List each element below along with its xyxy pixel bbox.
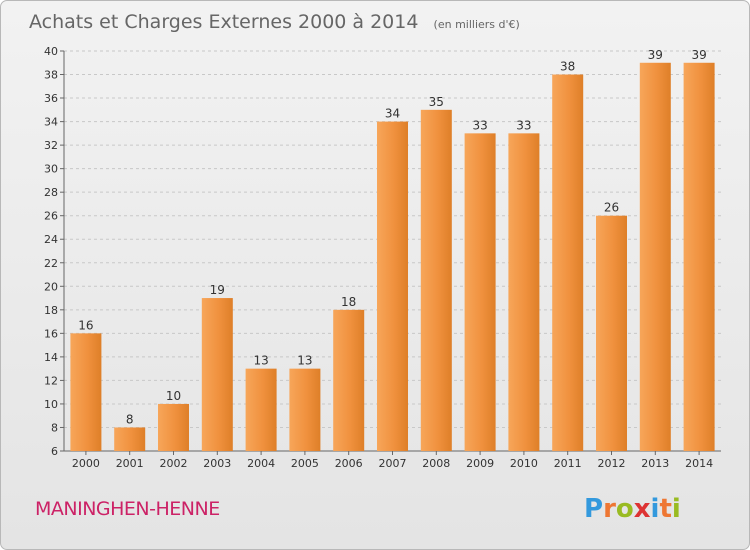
bar-2012	[596, 215, 627, 451]
bar-2002	[158, 403, 189, 451]
x-tick-label-2003: 2003	[203, 457, 231, 470]
value-label-2001: 8	[126, 412, 134, 426]
x-tick-label-2007: 2007	[379, 457, 407, 470]
y-tick-label: 20	[44, 280, 58, 293]
logo-letter: t	[659, 494, 671, 524]
chart-title: Achats et Charges Externes 2000 à 2014 (…	[29, 11, 520, 33]
value-label-2008: 35	[429, 95, 444, 109]
x-tick-label-2009: 2009	[466, 457, 494, 470]
logo-letter: P	[584, 494, 603, 524]
value-label-2011: 38	[560, 60, 575, 74]
proxiti-logo: Proxiti	[584, 494, 681, 524]
value-label-2002: 10	[166, 389, 181, 403]
y-tick-label: 30	[44, 163, 58, 176]
y-tick-label: 10	[44, 398, 58, 411]
y-tick-label: 6	[51, 445, 58, 458]
bar-2010	[508, 133, 540, 451]
y-tick-label: 40	[44, 45, 58, 58]
x-tick-label-2001: 2001	[116, 457, 144, 470]
value-label-2003: 19	[210, 283, 225, 297]
y-tick-label: 24	[44, 233, 58, 246]
logo-letter: o	[616, 494, 634, 524]
bar-2009	[464, 133, 496, 451]
x-tick-label-2008: 2008	[422, 457, 450, 470]
commune-name: MANINGHEN-HENNE	[35, 498, 220, 520]
x-tick-label-2000: 2000	[72, 457, 100, 470]
y-tick-label: 18	[44, 304, 58, 317]
y-tick-label: 34	[44, 116, 58, 129]
value-label-2005: 13	[297, 354, 312, 368]
bar-2014	[683, 62, 715, 451]
y-tick-label: 26	[44, 210, 58, 223]
x-tick-label-2006: 2006	[335, 457, 363, 470]
x-tick-label-2005: 2005	[291, 457, 319, 470]
value-label-2007: 34	[385, 107, 400, 121]
x-tick-label-2010: 2010	[510, 457, 538, 470]
x-tick-label-2011: 2011	[554, 457, 582, 470]
bar-2005	[289, 368, 321, 451]
y-tick-label: 36	[44, 92, 58, 105]
bar-2006	[333, 309, 365, 451]
x-tick-label-2002: 2002	[160, 457, 188, 470]
bar-2013	[639, 62, 671, 451]
bar-2011	[552, 74, 584, 451]
value-label-2013: 39	[648, 48, 663, 62]
logo-letter: r	[603, 494, 616, 524]
bars-layer: 16 8 10 19 13 13 18 34 35 33 33 38 26 39 39	[70, 48, 715, 452]
y-tick-label: 12	[44, 374, 58, 387]
x-tick-label-2012: 2012	[598, 457, 626, 470]
y-tick-label: 8	[51, 421, 58, 434]
value-label-2000: 16	[78, 318, 93, 332]
y-tick-label: 22	[44, 257, 58, 270]
value-label-2006: 18	[341, 295, 356, 309]
bar-2000	[70, 333, 102, 451]
value-label-2010: 33	[516, 118, 531, 132]
bar-2007	[377, 121, 408, 452]
axis-layer: 6 8 10 12 14 16 18 20 22 24 26 28 30 32 34 36 38 40 2000 20…	[44, 45, 721, 470]
value-label-2009: 33	[472, 118, 487, 132]
chart-title-unit: (en milliers d'€)	[434, 18, 520, 31]
y-tick-label: 28	[44, 186, 58, 199]
bar-2008	[420, 109, 452, 451]
logo-letter: i	[651, 494, 660, 524]
y-tick-label: 38	[44, 69, 58, 82]
logo-letter: x	[634, 494, 651, 524]
y-tick-label: 14	[44, 351, 58, 364]
bar-2003	[201, 298, 233, 451]
y-tick-label: 16	[44, 327, 58, 340]
logo-letter: i	[672, 494, 681, 524]
x-tick-label-2013: 2013	[641, 457, 669, 470]
x-tick-label-2004: 2004	[247, 457, 275, 470]
chart-title-main: Achats et Charges Externes 2000 à 2014	[29, 11, 418, 33]
value-label-2012: 26	[604, 201, 619, 215]
y-tick-label: 32	[44, 139, 58, 152]
x-tick-label-2014: 2014	[685, 457, 713, 470]
value-label-2014: 39	[691, 48, 706, 62]
bar-2004	[245, 368, 277, 451]
value-label-2004: 13	[253, 354, 268, 368]
bar-2001	[114, 427, 146, 451]
